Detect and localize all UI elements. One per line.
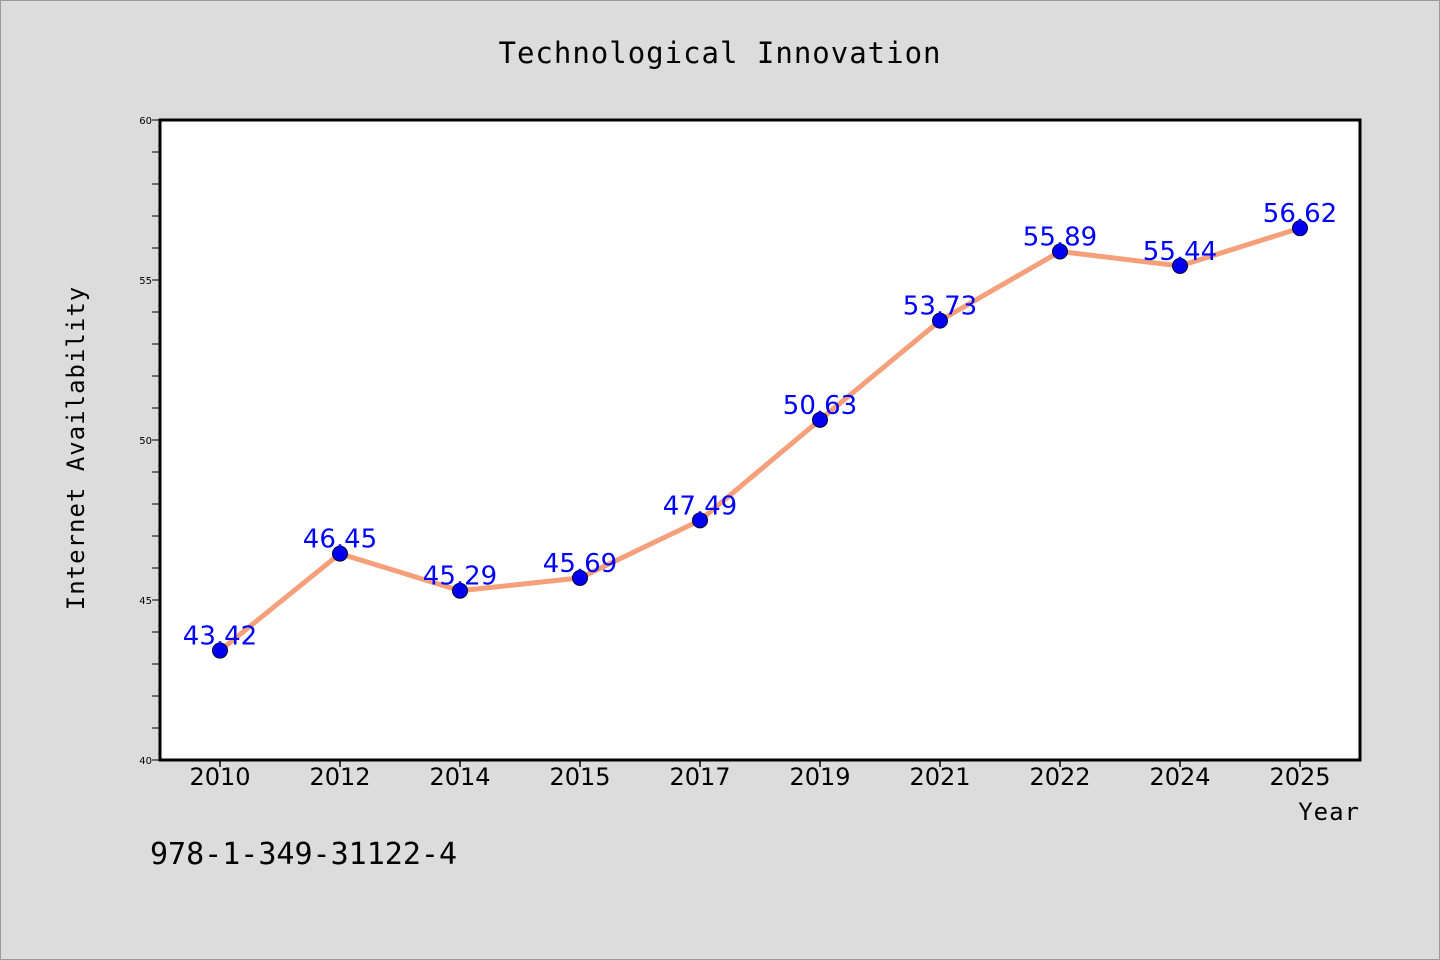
data-label: 45.69	[543, 549, 617, 579]
y-tick-label: 50	[139, 436, 152, 447]
data-label: 43.42	[183, 622, 257, 652]
footnote-isbn: 978-1-349-31122-4	[150, 837, 457, 872]
y-tick-label: 55	[139, 276, 152, 287]
chart-title: Technological Innovation	[498, 36, 941, 70]
data-point	[1052, 243, 1068, 260]
data-markers	[212, 220, 1308, 659]
data-point	[1292, 220, 1308, 237]
series-line	[217, 225, 1303, 654]
x-tick-label: 2022	[1029, 763, 1090, 791]
y-axis-ticks: 40 45 50 55 60	[139, 116, 160, 767]
data-label: 55.44	[1143, 237, 1217, 267]
plot-area	[158, 118, 1362, 762]
x-tick-label: 2014	[429, 763, 490, 791]
x-tick-label: 2012	[309, 763, 370, 791]
y-tick-label: 40	[139, 756, 152, 767]
x-tick-label: 2021	[909, 763, 970, 791]
data-point	[452, 582, 468, 599]
x-tick-label: 2017	[669, 763, 730, 791]
data-point	[572, 569, 588, 586]
data-label: 55.89	[1023, 223, 1097, 253]
y-tick-label: 45	[139, 596, 152, 607]
y-tick-label: 60	[139, 116, 152, 127]
data-point	[812, 411, 828, 428]
data-point	[1172, 257, 1188, 274]
x-tick-label: 2025	[1269, 763, 1330, 791]
data-point	[332, 545, 348, 562]
data-label: 50.63	[783, 391, 857, 421]
x-axis-ticks: 2010 2012 2014 2015 2017 2019 2021 2022 2024 2025	[189, 760, 1331, 791]
data-label: 45.29	[423, 562, 497, 592]
x-axis-label: Year	[1298, 798, 1360, 826]
data-label: 46.45	[303, 525, 377, 555]
x-tick-label: 2024	[1149, 763, 1210, 791]
data-point	[932, 312, 948, 329]
x-tick-label: 2010	[189, 763, 250, 791]
y-axis-label: Internet Availability	[62, 286, 90, 610]
data-label: 53.73	[903, 292, 977, 322]
data-labels: 43.42 46.45 45.29 45.69 47.49 50.63 53.73 55.89…	[183, 199, 1337, 651]
x-tick-label: 2015	[549, 763, 610, 791]
data-label: 47.49	[663, 491, 737, 521]
x-tick-label: 2019	[789, 763, 850, 791]
data-point	[212, 642, 228, 659]
data-point	[692, 512, 708, 529]
data-label: 56.62	[1263, 199, 1337, 229]
